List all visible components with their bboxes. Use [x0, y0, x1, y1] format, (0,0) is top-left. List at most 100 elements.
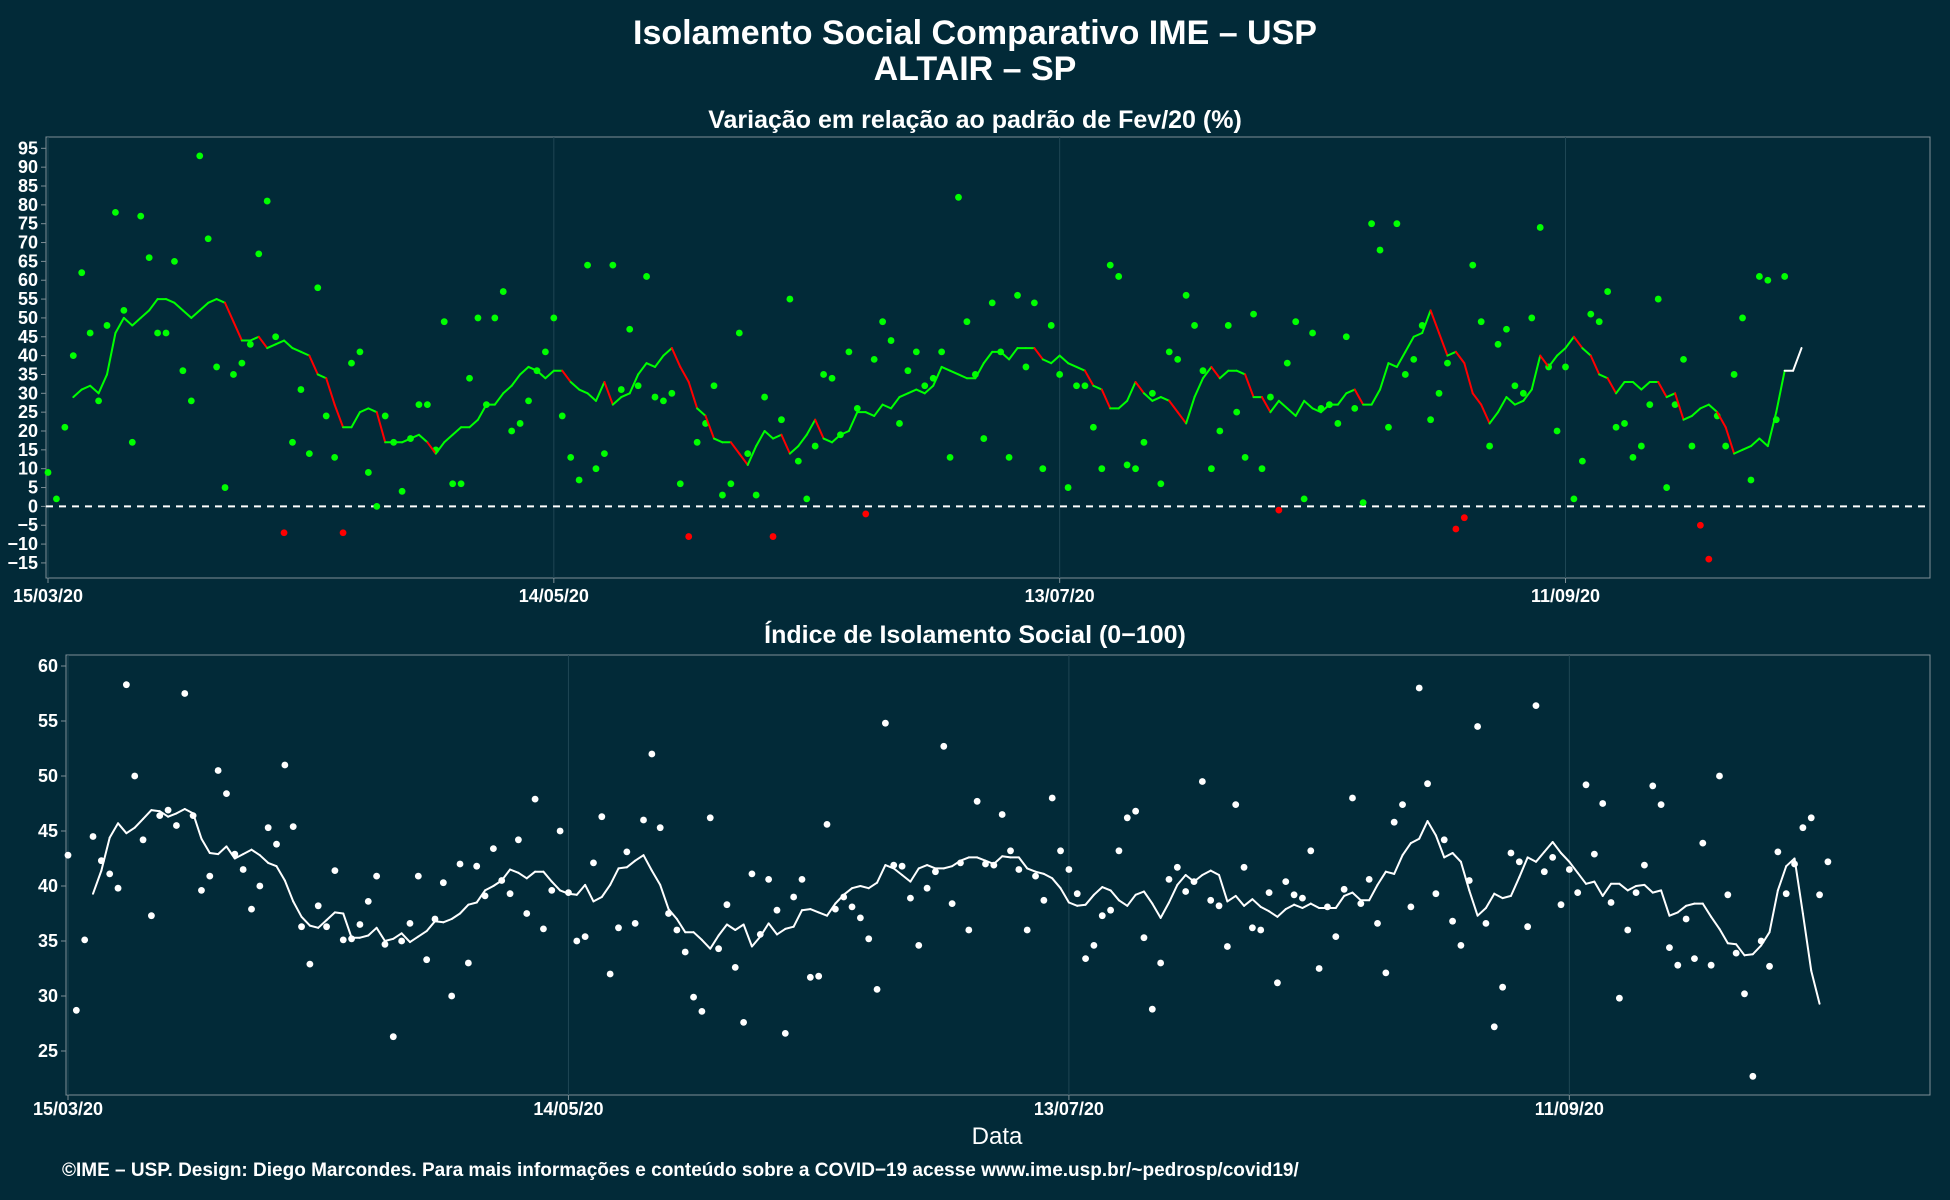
moving-average-segment: [476, 403, 488, 421]
moving-average-segment: [1117, 399, 1129, 410]
data-point: [204, 235, 212, 243]
moving-average-segment: [1370, 388, 1382, 406]
panel-variation: 15/03/20 14/05/20 13/07/20 11/09/20 −15−10−5…: [7, 136, 1931, 606]
data-point: [1283, 359, 1291, 367]
moving-average-segment: [892, 867, 904, 876]
data-point: [256, 882, 264, 890]
data-point: [449, 480, 457, 488]
data-point: [640, 816, 647, 824]
moving-average-segment: [634, 854, 645, 862]
moving-average-segment: [1100, 388, 1112, 410]
moving-average-segment: [148, 298, 159, 312]
moving-average-segment: [976, 856, 987, 862]
data-point: [78, 269, 86, 277]
moving-average-segment: [1251, 898, 1262, 908]
moving-average-segment: [1785, 857, 1796, 868]
data-point: [1022, 363, 1030, 371]
moving-average-segment: [982, 350, 994, 365]
data-point: [790, 893, 798, 901]
moving-average-segment: [550, 880, 562, 892]
data-point: [948, 900, 956, 907]
data-point: [348, 359, 355, 367]
data-point: [289, 438, 296, 446]
moving-average-segment: [97, 373, 109, 395]
y-tick-label: 75: [18, 214, 38, 234]
data-point: [1449, 917, 1456, 925]
data-point: [414, 872, 422, 880]
moving-average-segment: [258, 854, 270, 864]
moving-average-segment: [1059, 887, 1070, 904]
data-point: [921, 382, 929, 390]
x-tick-label: 11/09/20: [1531, 586, 1600, 606]
y-tick-label: 70: [18, 233, 38, 253]
moving-average-segment: [1776, 865, 1788, 892]
moving-average-segment: [1033, 347, 1044, 361]
data-point: [1332, 933, 1340, 940]
data-point: [1705, 555, 1713, 563]
moving-average-segment: [1451, 852, 1462, 863]
data-point: [1257, 926, 1265, 934]
data-point: [1393, 220, 1401, 228]
moving-average-segment: [1303, 399, 1314, 410]
moving-average-segment: [1168, 399, 1179, 414]
data-point: [1507, 849, 1515, 857]
data-point: [1299, 894, 1306, 902]
data-point: [1646, 401, 1654, 409]
data-point: [1565, 866, 1573, 873]
moving-average-segment: [1488, 411, 1500, 425]
moving-average-segment: [1421, 309, 1432, 334]
data-point: [281, 761, 289, 769]
data-point: [1290, 891, 1298, 899]
moving-average-segment: [1126, 893, 1137, 907]
data-point: [1365, 876, 1373, 883]
moving-average-segment: [1001, 855, 1012, 859]
data-point: [731, 964, 739, 971]
moving-average-segment: [704, 414, 716, 440]
data-point: [811, 442, 819, 450]
data-point: [998, 811, 1006, 818]
moving-average-segment: [831, 433, 842, 444]
data-point: [1065, 866, 1073, 873]
data-point: [1427, 416, 1435, 424]
moving-average-segment: [750, 935, 762, 948]
data-point: [398, 487, 406, 495]
data-point: [1607, 899, 1615, 906]
moving-average-segment: [805, 418, 817, 436]
data-point: [803, 495, 811, 503]
data-point: [1612, 423, 1620, 431]
moving-average-segment: [1017, 856, 1029, 870]
moving-average-segment: [459, 903, 470, 915]
moving-average-segment: [746, 445, 758, 466]
moving-average-segment: [1560, 852, 1571, 863]
data-point: [1816, 891, 1823, 899]
moving-average-segment: [1429, 309, 1441, 334]
moving-average-segment: [308, 924, 320, 929]
moving-average-segment: [1286, 407, 1297, 417]
moving-average-segment: [350, 411, 361, 429]
data-point: [963, 318, 971, 326]
data-point: [1649, 782, 1657, 790]
moving-average-segment: [1026, 867, 1037, 873]
data-point: [735, 329, 743, 337]
data-point: [1599, 800, 1607, 807]
moving-average-segment: [620, 392, 631, 399]
moving-average-segment: [780, 433, 791, 455]
moving-average-segment: [544, 369, 555, 380]
data-point: [865, 935, 873, 943]
moving-average-segment: [165, 298, 176, 304]
moving-average-segment: [692, 931, 703, 941]
moving-average-segment: [1269, 399, 1280, 414]
data-point: [1766, 962, 1773, 970]
moving-average-segment: [876, 864, 887, 884]
data-point: [1457, 942, 1465, 949]
y-tick-label: −15: [7, 553, 38, 573]
moving-average-segment: [493, 392, 505, 406]
moving-average-segment: [358, 407, 370, 414]
moving-average-segment: [1117, 899, 1129, 907]
data-point: [223, 790, 230, 797]
moving-average-segment: [1751, 944, 1763, 956]
data-point: [1452, 525, 1460, 533]
data-point: [1532, 702, 1540, 709]
moving-average-segment: [200, 837, 211, 854]
data-point: [1240, 863, 1248, 871]
